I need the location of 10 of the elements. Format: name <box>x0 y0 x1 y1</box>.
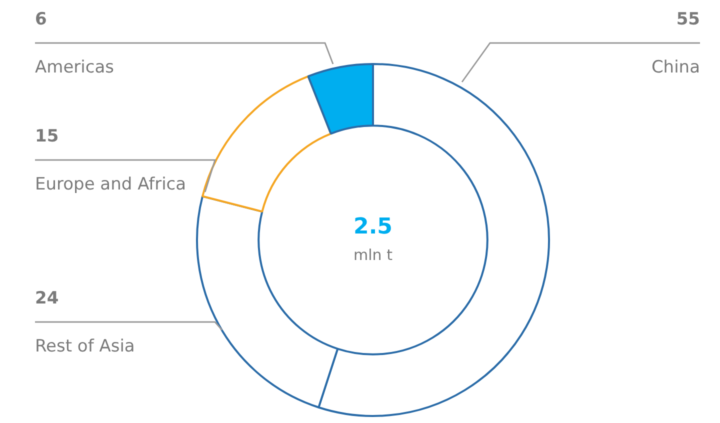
data-label: 6 <box>35 9 47 30</box>
data-label: 15 <box>35 126 59 146</box>
text: 2.5 <box>354 214 392 240</box>
slice-label: Europe and Africa <box>35 174 186 194</box>
slice-label: Americas <box>35 57 114 78</box>
text: mln t <box>354 246 393 264</box>
data-label: 24 <box>35 288 59 308</box>
data-label: 55 <box>676 9 700 30</box>
slice-label: Rest of Asia <box>35 336 135 356</box>
slice-label: China <box>651 57 700 78</box>
